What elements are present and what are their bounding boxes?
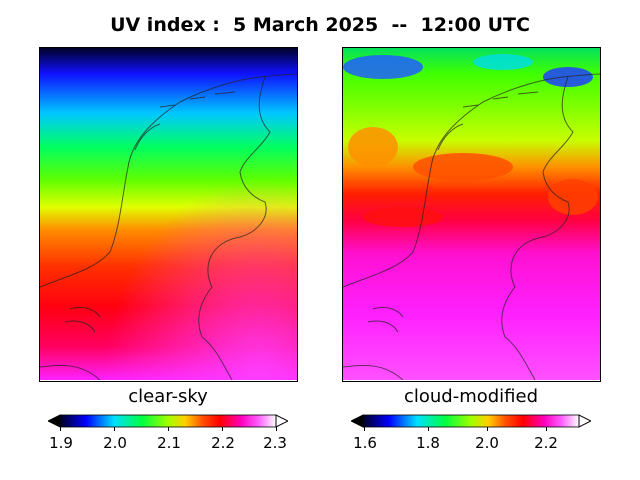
colorbar-clear-sky [48,414,288,428]
chart-title: UV index : 5 March 2025 -- 12:00 UTC [110,14,530,36]
coastline [40,73,298,380]
tick-mark [364,427,365,431]
clear-sky-field [40,47,298,380]
tick-mark [114,427,115,431]
tick-label: 2.1 [157,434,181,452]
tick-mark [276,427,277,431]
tick-label: 2.3 [263,434,287,452]
tick-label: 1.8 [416,434,440,452]
colorbar-cloud-modified [351,414,591,428]
tick-label: 1.9 [49,434,73,452]
tick-label: 2.2 [211,434,235,452]
map-cloud-modified [343,47,601,380]
tick-mark [60,427,61,431]
tick-mark [222,427,223,431]
map-clear-sky [40,47,298,380]
tick-mark [546,427,547,431]
tick-mark [487,427,488,431]
panel-label-cloud-modified: cloud-modified [403,386,539,407]
tick-label: 2.0 [475,434,499,452]
tick-label: 2.2 [534,434,558,452]
tick-label: 1.6 [353,434,377,452]
panel-label-clear-sky: clear-sky [128,386,208,407]
tick-label: 2.0 [103,434,127,452]
tick-mark [168,427,169,431]
coastline-2 [343,73,601,380]
cloud-modified-field [343,47,601,380]
tick-mark [428,427,429,431]
